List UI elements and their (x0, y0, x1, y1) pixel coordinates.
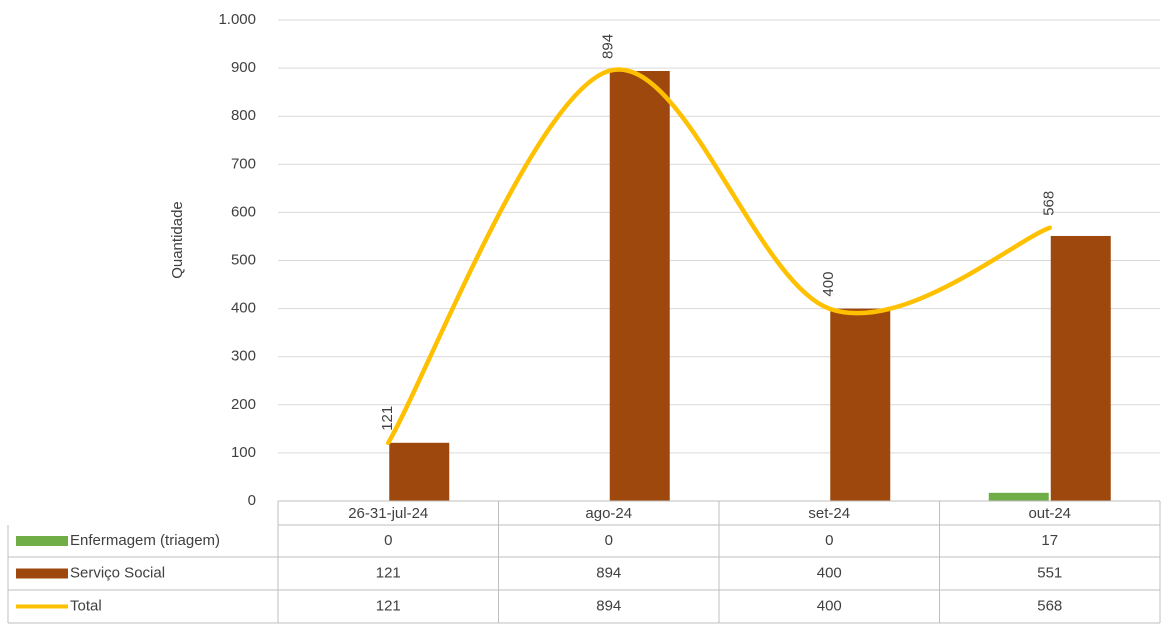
bar (1050, 235, 1111, 501)
data-label: 400 (820, 272, 837, 297)
y-axis-title: Quantidade (169, 201, 186, 279)
legend-swatch (16, 568, 68, 579)
y-tick-label: 800 (231, 107, 256, 124)
legend-label: Total (70, 597, 102, 614)
bar (389, 442, 450, 501)
y-tick-label: 100 (231, 444, 256, 461)
table-value: 0 (825, 532, 833, 549)
bar (609, 70, 670, 502)
y-tick-label: 0 (248, 492, 256, 509)
y-tick-label: 600 (231, 203, 256, 220)
y-tick-label: 400 (231, 300, 256, 317)
table-value: 121 (376, 564, 401, 581)
table-value: 568 (1037, 597, 1062, 614)
table-value: 894 (596, 597, 621, 614)
y-tick-label: 500 (231, 251, 256, 268)
table-value: 400 (817, 597, 842, 614)
table-value: 121 (376, 597, 401, 614)
x-tick-label: ago-24 (585, 505, 632, 522)
x-tick-label: out-24 (1028, 505, 1071, 522)
y-tick-label: 700 (231, 155, 256, 172)
y-tick-label: 200 (231, 396, 256, 413)
bar (988, 492, 1049, 501)
line (386, 67, 1052, 446)
data-label: 121 (379, 406, 396, 431)
x-tick-label: 26-31-jul-24 (348, 505, 428, 522)
bar (830, 308, 891, 501)
table-value: 0 (384, 532, 392, 549)
legend-swatch (16, 536, 68, 546)
y-tick-label: 900 (231, 59, 256, 76)
table-value: 551 (1037, 564, 1062, 581)
data-label: 568 (1041, 191, 1058, 216)
data-label: 894 (600, 34, 617, 59)
legend-label: Serviço Social (70, 564, 165, 581)
table-value: 894 (596, 564, 621, 581)
table-value: 17 (1041, 532, 1058, 549)
y-tick-label: 1.000 (218, 11, 256, 28)
table-value: 400 (817, 564, 842, 581)
x-tick-label: set-24 (808, 505, 850, 522)
table-value: 0 (605, 532, 613, 549)
legend-label: Enfermagem (triagem) (70, 532, 220, 549)
y-tick-label: 300 (231, 348, 256, 365)
